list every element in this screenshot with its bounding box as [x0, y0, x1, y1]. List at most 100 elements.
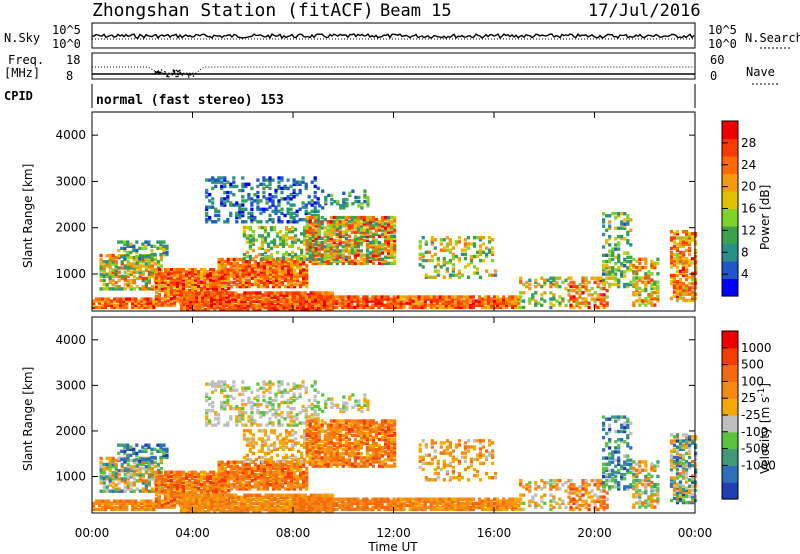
power-cell	[445, 261, 449, 265]
power-cell	[672, 284, 677, 288]
power-cell	[694, 242, 698, 246]
velocity-cell	[235, 477, 239, 481]
power-cell	[439, 242, 443, 246]
power-cell	[438, 297, 442, 301]
velocity-cell	[246, 497, 250, 502]
power-cell	[602, 232, 606, 237]
power-cell	[511, 303, 515, 307]
velocity-cell	[175, 482, 180, 487]
power-cell	[317, 240, 321, 245]
velocity-cell	[141, 479, 145, 483]
power-cell	[426, 297, 430, 301]
power-cell	[593, 276, 597, 280]
power-cell	[147, 240, 151, 244]
power-cell	[157, 278, 161, 282]
velocity-cell	[138, 469, 142, 473]
power-cell	[123, 255, 127, 259]
power-cell	[231, 297, 235, 301]
power-cell	[246, 295, 250, 299]
power-cell	[641, 265, 645, 270]
power-cell	[320, 236, 324, 241]
power-cell	[581, 291, 585, 295]
power-cell	[238, 268, 242, 272]
velocity-cell	[252, 501, 256, 506]
power-cell	[288, 308, 292, 312]
power-cell	[433, 265, 437, 269]
velocity-cell	[285, 495, 289, 499]
power-cell	[320, 220, 324, 224]
velocity-cell	[144, 466, 148, 471]
velocity-cell	[123, 489, 127, 493]
power-cell	[252, 291, 256, 295]
power-cell	[522, 282, 526, 287]
power-cell	[537, 301, 541, 305]
power-cell	[611, 247, 615, 251]
power-cell	[183, 299, 187, 304]
power-cell	[678, 242, 683, 246]
velocity-cell	[172, 497, 177, 501]
power-cell	[414, 301, 418, 305]
power-cell	[552, 303, 556, 307]
power-cell	[694, 240, 698, 244]
power-cell	[197, 270, 201, 274]
power-cell	[203, 270, 207, 274]
power-cell	[441, 301, 445, 305]
velocity-cell	[154, 489, 158, 493]
power-cell	[209, 284, 213, 288]
power-cell	[620, 237, 624, 241]
power-cell	[611, 249, 615, 253]
power-cell	[305, 266, 309, 270]
power-cell	[217, 213, 221, 218]
velocity-cell	[172, 495, 177, 499]
power-cell	[329, 301, 333, 305]
velocity-cell	[107, 499, 111, 503]
power-cell	[614, 255, 618, 260]
power-cell	[277, 209, 281, 214]
freq-point	[157, 70, 160, 72]
velocity-cell	[189, 505, 193, 510]
velocity-cell	[327, 495, 331, 499]
velocity-cell	[113, 505, 117, 510]
power-cell	[602, 282, 606, 287]
power-cell	[159, 246, 163, 251]
velocity-cell	[154, 480, 158, 485]
velocity-cell	[229, 477, 233, 481]
velocity-cell	[240, 501, 244, 506]
power-cell	[386, 301, 390, 305]
power-cell	[617, 243, 621, 247]
power-cell	[274, 205, 278, 209]
velocity-cell	[157, 474, 161, 479]
power-cell	[304, 209, 308, 214]
power-cell	[147, 255, 151, 259]
power-cell	[243, 301, 247, 306]
power-cell	[241, 276, 245, 280]
power-cell	[212, 286, 216, 291]
power-cell	[166, 268, 171, 272]
power-cell	[270, 308, 274, 312]
power-cell	[305, 234, 309, 238]
power-cell	[366, 199, 370, 204]
power-cell	[459, 305, 463, 310]
power-cell	[99, 260, 103, 264]
velocity-cell	[216, 501, 220, 506]
power-cell	[380, 222, 385, 226]
power-cell	[284, 264, 288, 268]
power-cell	[256, 278, 260, 282]
power-cell	[387, 226, 391, 230]
velocity-cell	[200, 474, 204, 479]
velocity-cell	[111, 458, 115, 463]
power-cell	[314, 222, 318, 226]
power-cell	[569, 305, 573, 310]
power-cell	[581, 297, 585, 301]
velocity-cell	[188, 484, 192, 489]
velocity-cell	[276, 499, 280, 504]
velocity-cell	[306, 510, 310, 514]
power-cell	[326, 261, 330, 266]
power-cell	[229, 201, 233, 205]
velocity-cell	[131, 505, 135, 510]
power-cell	[162, 240, 166, 244]
power-cell	[396, 295, 400, 299]
power-cell	[101, 305, 105, 310]
power-cell	[316, 209, 320, 214]
power-cell	[241, 182, 245, 186]
